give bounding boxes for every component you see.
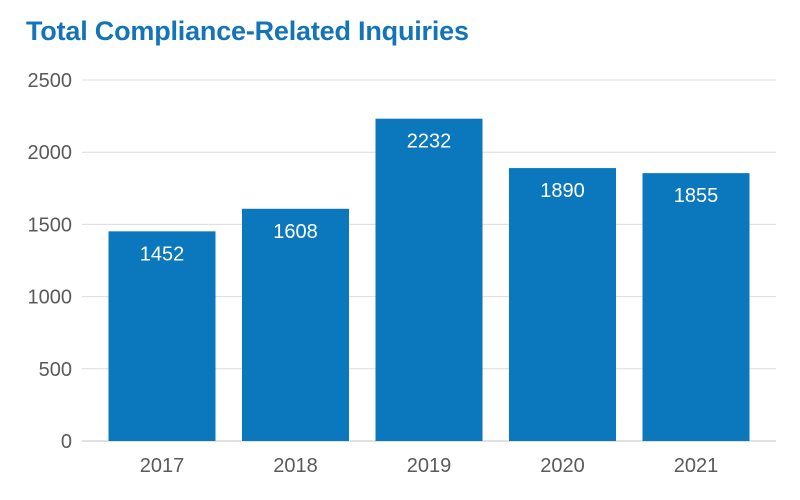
x-axis-tick-labels: 2017 2018 2019 2020 2021 (140, 455, 719, 477)
bar-value-labels: 1452 1608 2232 1890 1855 (140, 131, 719, 266)
x-tick-label: 2019 (407, 455, 452, 477)
bar-value-label: 1890 (540, 180, 585, 202)
y-tick-label: 1500 (28, 214, 73, 236)
y-tick-label: 1000 (28, 287, 73, 309)
chart-title: Total Compliance-Related Inquiries (26, 16, 469, 46)
y-tick-label: 500 (39, 359, 72, 381)
x-tick-label: 2021 (674, 455, 719, 477)
bar-value-label: 2232 (407, 131, 452, 153)
y-tick-label: 2000 (28, 142, 73, 164)
y-tick-label: 2500 (28, 70, 73, 92)
y-axis-tick-labels: 0 500 1000 1500 2000 2500 (28, 70, 73, 453)
bar-2019 (375, 118, 483, 441)
bar-2018 (242, 208, 349, 441)
x-tick-label: 2017 (140, 455, 185, 477)
bar-value-label: 1452 (140, 243, 185, 265)
bar-value-label: 1608 (273, 221, 318, 243)
bar-value-label: 1855 (674, 185, 719, 207)
bars (108, 118, 750, 442)
bar-2020 (509, 168, 616, 442)
x-tick-label: 2018 (273, 455, 318, 477)
y-tick-label: 0 (61, 431, 72, 453)
bar-2021 (642, 173, 750, 441)
bar-2017 (108, 231, 216, 441)
x-tick-label: 2020 (540, 455, 585, 477)
